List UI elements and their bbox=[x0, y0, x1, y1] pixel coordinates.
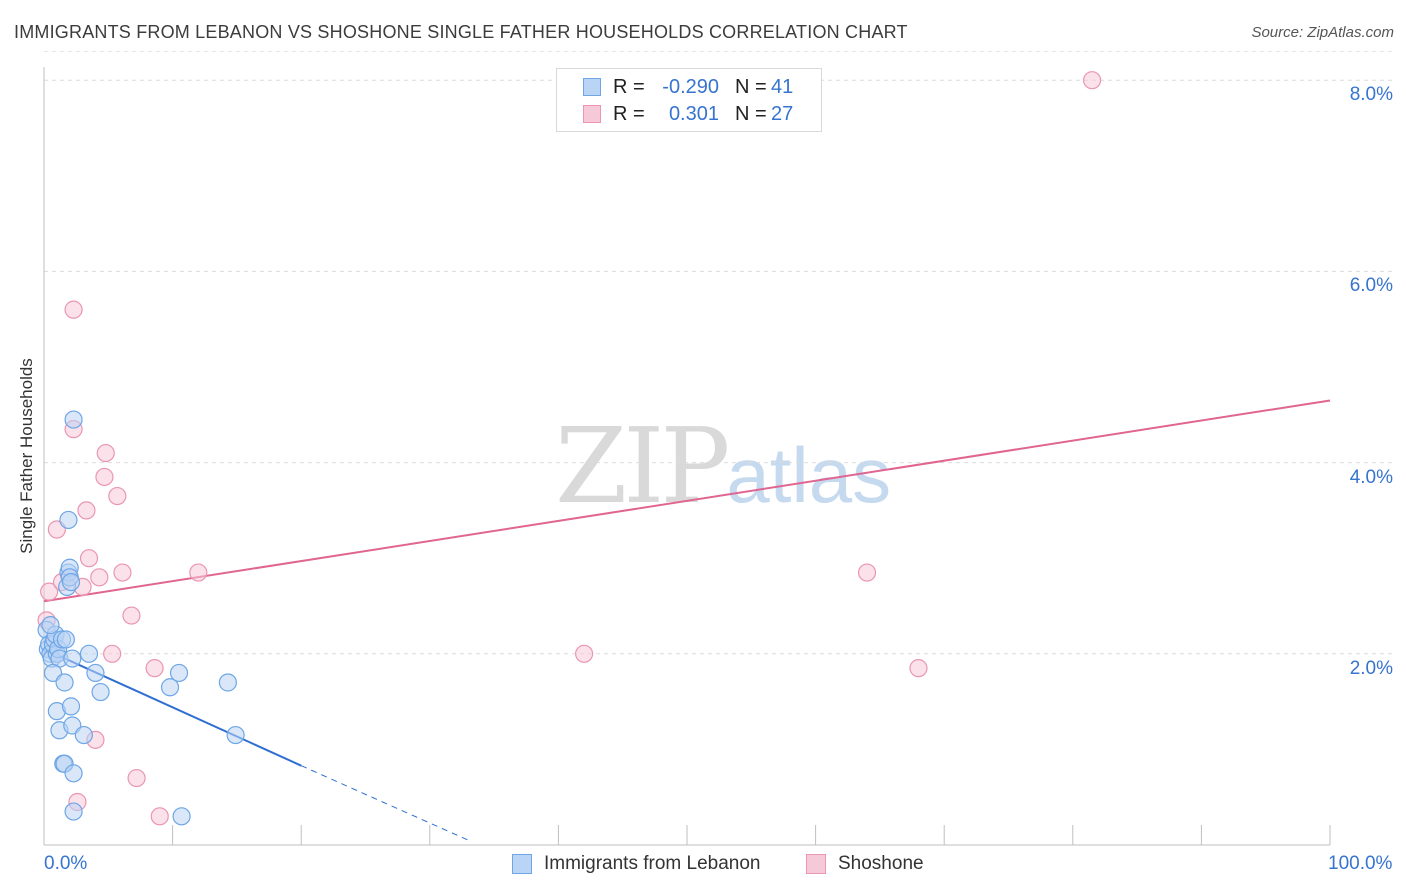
data-point-shoshone bbox=[189, 563, 208, 582]
watermark-atlas: atlas bbox=[726, 431, 892, 519]
stats-n-label: N = bbox=[735, 103, 767, 125]
data-point-lebanon bbox=[64, 410, 83, 429]
watermark-zip: ZIP bbox=[555, 405, 730, 527]
legend-swatch-shoshone bbox=[806, 854, 826, 874]
data-point-lebanon bbox=[41, 616, 60, 635]
y-tick-label: 8.0% bbox=[1349, 84, 1393, 106]
data-point-lebanon bbox=[55, 673, 74, 692]
data-point-shoshone bbox=[575, 644, 594, 663]
data-point-lebanon bbox=[218, 673, 237, 692]
y-tick-label: 2.0% bbox=[1349, 657, 1393, 679]
data-point-shoshone bbox=[113, 563, 132, 582]
data-point-shoshone bbox=[96, 443, 115, 463]
y-tick-label: 6.0% bbox=[1349, 275, 1393, 297]
stats-r-value: 0.301 bbox=[668, 103, 719, 125]
correlation-stats-box: R = -0.290 N = 41 R = 0.301 N = 27 bbox=[556, 68, 822, 132]
data-point-shoshone bbox=[909, 659, 928, 678]
data-point-lebanon bbox=[59, 510, 78, 530]
stats-row-shoshone: R = 0.301 N = 27 bbox=[557, 101, 821, 127]
data-point-lebanon bbox=[61, 697, 81, 716]
stats-r-label: R = bbox=[613, 76, 645, 98]
stats-swatch-shoshone bbox=[583, 105, 601, 123]
data-point-shoshone bbox=[79, 549, 99, 568]
data-point-shoshone bbox=[1082, 71, 1102, 90]
y-tick-label: 4.0% bbox=[1349, 466, 1393, 488]
data-point-lebanon bbox=[61, 572, 81, 592]
legend-label-lebanon: Immigrants from Lebanon bbox=[544, 853, 761, 874]
data-point-lebanon bbox=[56, 630, 75, 649]
trend-line-shoshone bbox=[43, 399, 1331, 603]
stats-row-lebanon: R = -0.290 N = 41 bbox=[557, 74, 821, 100]
stats-n-value: 27 bbox=[771, 103, 794, 125]
data-point-shoshone bbox=[64, 300, 83, 319]
data-point-lebanon bbox=[64, 764, 83, 783]
data-point-lebanon bbox=[86, 663, 105, 683]
x-tick-label-max: 100.0% bbox=[1328, 853, 1393, 874]
data-point-shoshone bbox=[127, 768, 146, 788]
data-point-shoshone bbox=[95, 467, 114, 487]
data-point-shoshone bbox=[857, 563, 877, 582]
data-points bbox=[37, 71, 1102, 826]
x-tick-label-min: 0.0% bbox=[44, 853, 88, 874]
stats-n-value: 41 bbox=[771, 76, 794, 98]
data-point-shoshone bbox=[103, 644, 122, 663]
trend-line-lebanon bbox=[43, 648, 302, 767]
stats-r-value: -0.290 bbox=[662, 76, 719, 98]
axes bbox=[43, 67, 1331, 846]
watermark: ZIPatlas bbox=[555, 405, 891, 527]
stats-n-label: N = bbox=[735, 76, 767, 98]
trend-line-lebanon-extension bbox=[300, 765, 469, 841]
trend-lines bbox=[43, 399, 1331, 841]
data-point-lebanon bbox=[160, 678, 180, 697]
data-point-lebanon bbox=[64, 802, 83, 821]
legend-label-shoshone: Shoshone bbox=[838, 853, 924, 874]
data-point-lebanon bbox=[79, 644, 99, 663]
source-credit: Source: ZipAtlas.com bbox=[1251, 24, 1394, 41]
data-point-shoshone bbox=[108, 486, 127, 506]
data-point-shoshone bbox=[150, 807, 169, 826]
stats-r-label: R = bbox=[613, 103, 645, 125]
data-point-shoshone bbox=[90, 568, 109, 587]
data-point-lebanon bbox=[63, 649, 82, 668]
legend-swatch-lebanon bbox=[512, 854, 532, 874]
data-point-lebanon bbox=[74, 725, 93, 745]
stats-swatch-lebanon bbox=[583, 78, 601, 96]
data-point-lebanon bbox=[169, 663, 189, 683]
data-point-lebanon bbox=[226, 725, 245, 745]
chart-title: IMMIGRANTS FROM LEBANON VS SHOSHONE SING… bbox=[14, 22, 908, 42]
data-point-shoshone bbox=[77, 501, 96, 520]
data-point-lebanon bbox=[172, 807, 191, 826]
data-point-lebanon bbox=[91, 682, 110, 702]
grid-lines bbox=[44, 51, 1392, 655]
data-point-shoshone bbox=[40, 582, 59, 601]
data-point-shoshone bbox=[122, 606, 141, 625]
data-point-shoshone bbox=[145, 659, 164, 678]
